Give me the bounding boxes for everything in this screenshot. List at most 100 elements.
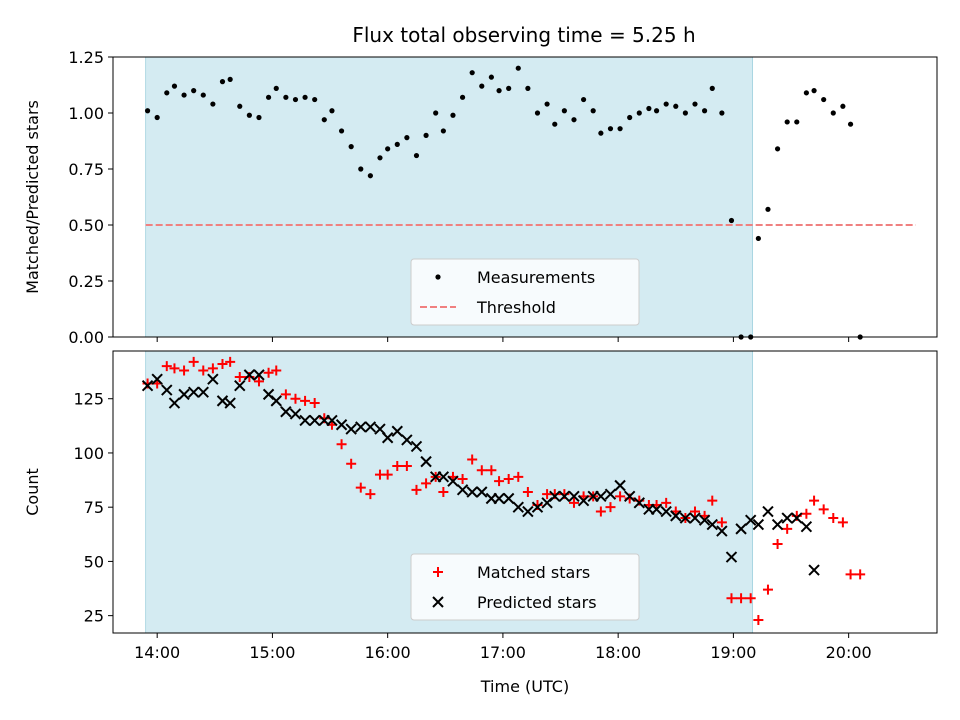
- y-tick-label: 75: [84, 498, 104, 517]
- bottom-axes-frame: [112, 350, 938, 634]
- predicted-stars-point: [326, 414, 338, 427]
- bottom-panel: 25 50 75 100 125 14:00 15:00 16:00 17:00 18:00 19…: [23, 350, 938, 696]
- predicted-stars-point: [447, 475, 459, 487]
- y-tick-label: 1.00: [68, 104, 104, 123]
- measurement-point: [329, 108, 335, 114]
- measurement-point: [171, 83, 178, 89]
- matched-stars-point: [782, 523, 793, 534]
- matched-stars-point: [716, 517, 727, 528]
- measurement-point: [653, 108, 660, 114]
- measurement-point: [544, 101, 550, 107]
- matched-stars-point: [855, 569, 866, 580]
- measurement-point: [404, 135, 410, 141]
- predicted-stars-point: [253, 369, 265, 381]
- matched-stars-point: [438, 487, 449, 497]
- matched-stars-point: [605, 502, 616, 513]
- y-tick-label: 50: [84, 552, 104, 571]
- predicted-stars-point: [522, 505, 534, 518]
- measurement-point: [385, 146, 391, 152]
- predicted-stars-point: [308, 414, 321, 427]
- legend-marker-matched: [433, 567, 443, 577]
- predicted-stars-point: [577, 494, 590, 507]
- matched-stars-point: [818, 504, 829, 515]
- measurement-point: [459, 94, 466, 100]
- x-tick-label: 16:00: [365, 643, 411, 662]
- matched-stars-point: [809, 495, 820, 506]
- measurement-point: [210, 101, 216, 107]
- matched-stars-point: [745, 593, 756, 604]
- bottom-legend: Matched stars Predicted stars: [410, 553, 640, 621]
- measurement-point: [440, 128, 446, 134]
- measurement-point: [617, 126, 623, 132]
- matched-stars-point: [707, 495, 718, 506]
- measurement-point: [663, 101, 669, 107]
- predicted-stars-point: [725, 551, 738, 563]
- x-tick-label: 19:00: [710, 643, 756, 662]
- matched-stars-point: [271, 365, 282, 376]
- matched-stars-point: [225, 356, 236, 367]
- matched-stars-point: [336, 439, 347, 450]
- measurement-point: [246, 112, 252, 118]
- measurement-point: [469, 70, 475, 76]
- measurement-point: [598, 130, 604, 136]
- measurement-point: [256, 114, 262, 121]
- measurement-point: [496, 88, 502, 94]
- predicted-stars-point: [410, 440, 423, 453]
- predicted-stars-point: [762, 505, 774, 518]
- measurement-point: [692, 101, 698, 107]
- measurement-point: [709, 85, 715, 91]
- predicted-stars-point: [549, 490, 561, 503]
- measurement-point: [237, 103, 243, 109]
- top-axes-frame: [112, 56, 938, 338]
- matched-stars-point: [392, 460, 403, 471]
- y-tick-label: 0.00: [68, 328, 104, 347]
- predicted-stars-point: [716, 525, 728, 537]
- legend-label: Predicted stars: [477, 593, 597, 612]
- predicted-stars-point: [558, 490, 571, 503]
- predicted-stars-point: [493, 492, 505, 505]
- measurement-point: [525, 85, 531, 91]
- matched-stars-point: [513, 471, 524, 482]
- predicted-stars-point: [679, 512, 692, 524]
- matched-stars-point: [355, 482, 366, 493]
- predicted-stars-point: [289, 408, 302, 420]
- matched-stars-point: [467, 454, 478, 465]
- predicted-stars-point: [364, 421, 377, 433]
- legend-box: [410, 553, 640, 621]
- legend-marker-measurements: [435, 274, 441, 280]
- matched-stars-point: [217, 359, 228, 370]
- legend-label: Measurements: [477, 268, 595, 287]
- measurement-point: [164, 90, 170, 96]
- measurement-point: [358, 166, 364, 172]
- matched-stars-point: [263, 367, 274, 378]
- matched-stars-point: [365, 489, 376, 500]
- predicted-stars-point: [771, 518, 784, 531]
- measurement-point: [413, 152, 420, 159]
- matched-stars-point: [411, 484, 422, 495]
- measurement-point: [728, 217, 735, 224]
- matched-stars-point: [169, 363, 180, 374]
- matched-stars-point: [772, 539, 783, 550]
- matched-stars-point: [207, 363, 218, 374]
- predicted-stars-point: [476, 486, 488, 498]
- matched-stars-point: [828, 513, 839, 524]
- predicted-stars-point: [808, 564, 820, 576]
- x-tick-label: 18:00: [595, 643, 641, 662]
- predicted-stars-point: [401, 434, 413, 446]
- measurement-point: [367, 173, 373, 179]
- y-tick-label: 25: [84, 607, 104, 626]
- measurement-point: [479, 83, 485, 89]
- predicted-stars-point: [502, 492, 515, 505]
- matched-stars-point: [198, 365, 209, 376]
- top-y-axis-label: Matched/Predicted stars: [23, 100, 42, 294]
- matched-stars-point: [845, 569, 856, 580]
- legend-label: Matched stars: [477, 563, 590, 582]
- matched-stars-point: [568, 497, 579, 508]
- predicted-stars-point: [299, 414, 311, 427]
- predicted-stars-point: [345, 423, 357, 435]
- top-panel: 0.00 0.25 0.50 0.75 1.00 1.25 Matched/Predict…: [23, 48, 938, 347]
- y-tick-label: 100: [73, 444, 104, 463]
- measurement-point: [719, 110, 725, 116]
- matched-stars-point: [689, 506, 700, 517]
